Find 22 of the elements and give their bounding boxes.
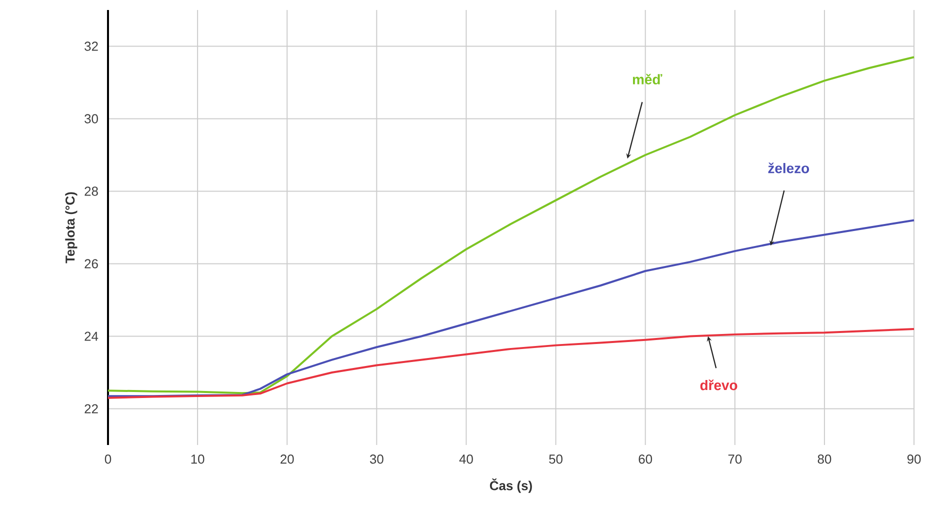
annotation: dřevo xyxy=(700,380,738,390)
x-tick-label: 10 xyxy=(191,454,204,464)
y-tick-label: 32 xyxy=(84,42,98,51)
y-tick-label: 30 xyxy=(84,114,98,124)
x-tick-label: 90 xyxy=(907,454,921,464)
x-tick-label: 30 xyxy=(370,454,384,464)
x-axis-title: Čas (s) xyxy=(490,478,532,493)
x-tick-label: 20 xyxy=(280,454,294,464)
annotation: měď xyxy=(632,74,662,84)
line-series xyxy=(107,56,916,394)
x-tick-label: 70 xyxy=(728,454,742,464)
x-tick-label: 50 xyxy=(549,454,562,464)
x-tick-label: 40 xyxy=(459,454,473,464)
x-tick-label: 80 xyxy=(818,454,832,464)
y-tick-label: 22 xyxy=(84,404,98,414)
x-tick-label: 0 xyxy=(104,454,112,464)
y-tick-label: 24 xyxy=(84,332,98,341)
y-axis-title: Teplota (°C) xyxy=(65,192,78,264)
annotation: železo xyxy=(768,162,810,174)
y-tick-label: 28 xyxy=(84,186,98,196)
y-tick-label: 26 xyxy=(84,259,98,268)
x-tick-label: 60 xyxy=(638,454,652,464)
